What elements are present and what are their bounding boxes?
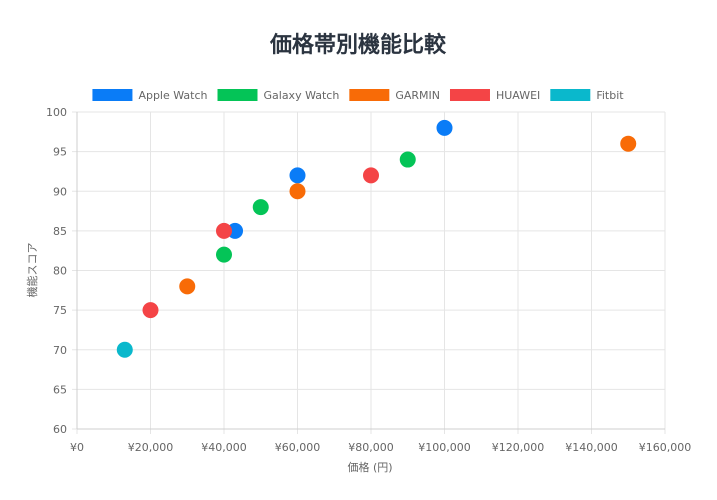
legend-item[interactable]: GARMIN	[349, 89, 440, 102]
legend-label: HUAWEI	[496, 89, 540, 102]
x-tick-label: ¥60,000	[275, 441, 321, 454]
axes: ¥0 ¥20,000 ¥40,000 ¥60,000 ¥80,000 ¥100,000 ¥1…	[46, 106, 691, 454]
data-point[interactable]	[142, 302, 159, 319]
data-point[interactable]	[216, 246, 232, 263]
legend-label: Fitbit	[596, 89, 624, 102]
x-axis-title: 価格 (円)	[347, 460, 392, 474]
data-point[interactable]	[399, 151, 416, 168]
y-tick-label: 60	[53, 423, 67, 436]
data-point[interactable]	[179, 278, 196, 295]
legend-swatch	[550, 89, 591, 101]
legend-label: Apple Watch	[138, 89, 207, 102]
y-tick-label: 100	[46, 106, 67, 119]
data-point[interactable]	[289, 167, 306, 184]
legend-swatch	[449, 89, 490, 101]
data-point[interactable]	[116, 341, 133, 358]
x-tick-label: ¥20,000	[128, 441, 174, 454]
data-point[interactable]	[363, 167, 379, 184]
y-tick-label: 80	[53, 265, 67, 278]
legend-swatch	[349, 89, 390, 101]
legend: Apple Watch Galaxy Watch GARMIN HUAWEI Fitbi…	[92, 89, 624, 102]
legend-swatch	[217, 89, 258, 101]
legend-item[interactable]: Galaxy Watch	[217, 89, 340, 102]
legend-label: Galaxy Watch	[264, 89, 340, 102]
grid	[72, 111, 666, 434]
y-tick-label: 95	[53, 146, 67, 159]
data-point[interactable]	[252, 199, 269, 216]
x-tick-label: ¥100,000	[418, 441, 471, 454]
y-tick-label: 65	[53, 383, 67, 396]
legend-item[interactable]: Apple Watch	[92, 89, 208, 102]
chart-title: 価格帯別機能比較	[269, 32, 447, 58]
data-point[interactable]	[227, 222, 244, 239]
data-point[interactable]	[436, 119, 453, 136]
data-point[interactable]	[216, 222, 232, 239]
legend-item[interactable]: HUAWEI	[449, 89, 540, 102]
x-tick-label: ¥140,000	[565, 441, 618, 454]
x-tick-label: ¥40,000	[201, 441, 247, 454]
x-tick-label: ¥120,000	[492, 441, 545, 454]
y-tick-label: 70	[53, 344, 67, 357]
x-tick-label: ¥80,000	[348, 441, 394, 454]
data-point[interactable]	[620, 135, 637, 152]
legend-item[interactable]: Fitbit	[550, 89, 624, 102]
legend-swatch	[92, 89, 133, 101]
legend-label: GARMIN	[395, 89, 440, 102]
data-points	[116, 119, 637, 358]
y-tick-label: 75	[53, 304, 67, 317]
y-tick-label: 85	[53, 225, 67, 238]
y-axis-title: 機能スコア	[25, 243, 39, 298]
data-point[interactable]	[289, 183, 306, 200]
x-tick-label: ¥160,000	[639, 441, 692, 454]
y-tick-label: 90	[53, 185, 67, 198]
x-tick-label: ¥0	[70, 441, 84, 454]
